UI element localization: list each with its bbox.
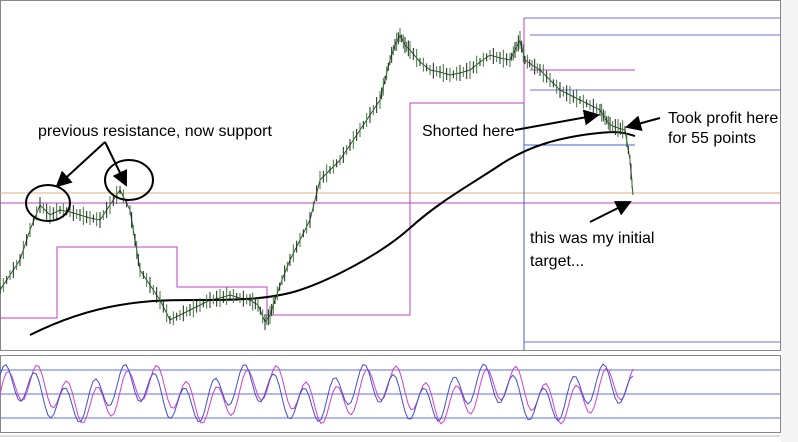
arrow	[55, 141, 106, 188]
circle-marker	[104, 159, 154, 201]
arrow	[104, 141, 128, 187]
annotation: target...	[530, 253, 584, 270]
annotation: Shorted here	[422, 123, 515, 140]
price-panel	[0, 0, 781, 351]
moving-average	[29, 131, 636, 336]
step-line	[0, 20, 525, 319]
arrow	[589, 201, 632, 223]
annotation: this was my initial	[530, 230, 654, 247]
oscillator-line	[0, 363, 634, 423]
arrow	[625, 115, 661, 132]
annotation: for 55 points	[668, 130, 756, 147]
annotation: previous resistance, now support	[38, 123, 272, 140]
oscillator-line	[0, 364, 634, 425]
annotation: Took profit here	[668, 110, 778, 127]
arrow	[514, 109, 600, 131]
price-axis	[781, 0, 798, 442]
circle-marker	[25, 184, 71, 222]
